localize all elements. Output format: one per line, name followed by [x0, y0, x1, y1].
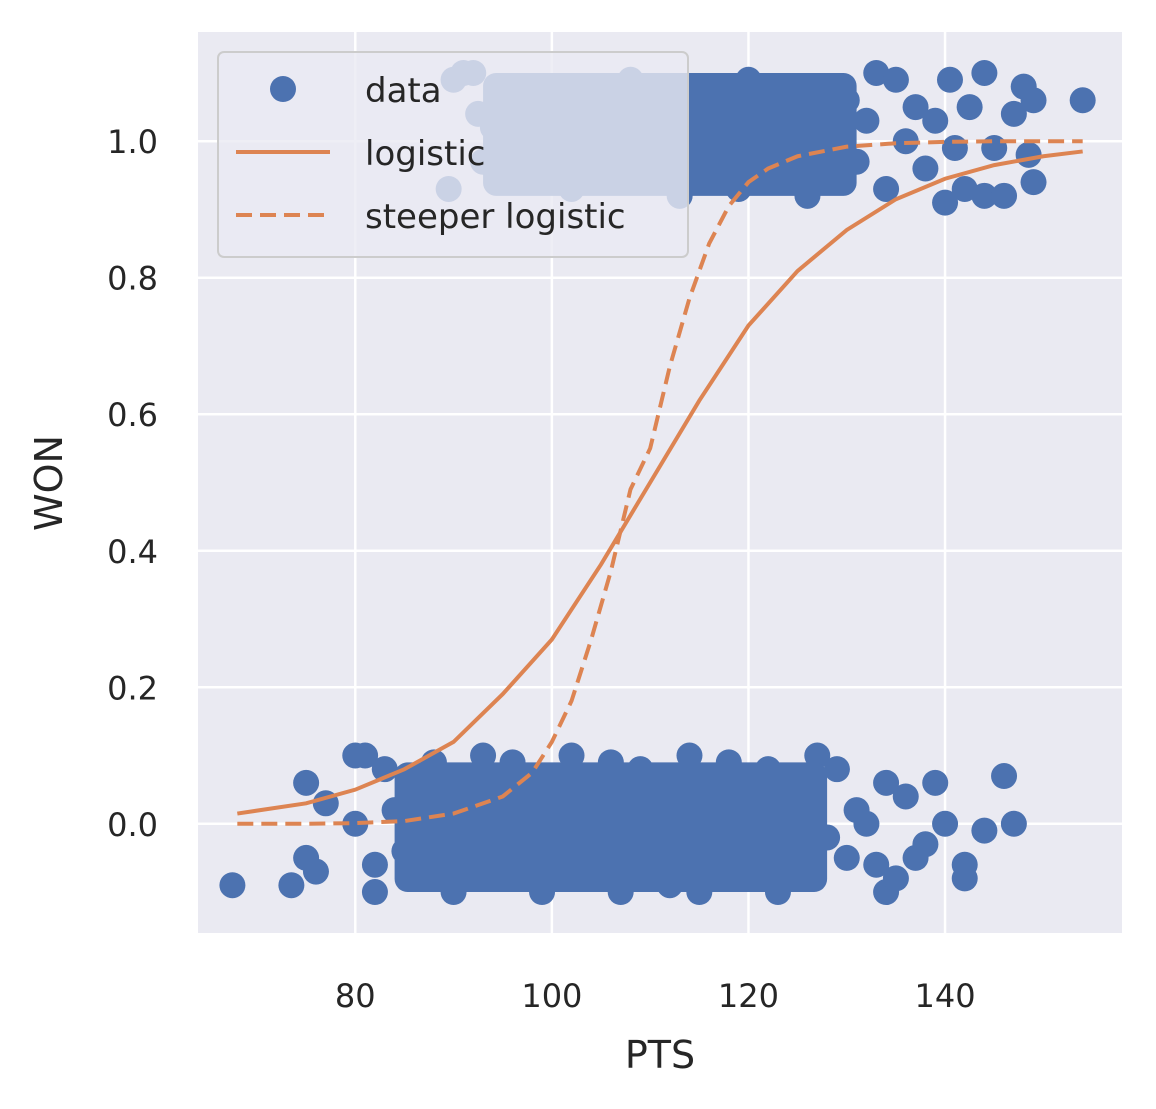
data-point-lost	[293, 769, 320, 796]
data-point-won	[1069, 87, 1096, 114]
legend-label-steeper-logistic: steeper logistic	[365, 197, 626, 237]
x-tick-label: 140	[915, 977, 976, 1015]
data-point-lost	[278, 872, 305, 899]
y-tick-label: 0.8	[107, 260, 158, 298]
data-point-lost	[352, 742, 379, 769]
data-point-won	[882, 66, 909, 93]
data-point-won	[981, 135, 1008, 162]
data-point-won	[922, 107, 949, 134]
data-point-won	[902, 94, 929, 121]
x-tick-label: 100	[521, 977, 582, 1015]
data-point-won	[863, 59, 890, 86]
legend-marker-data	[270, 76, 296, 102]
data-point-lost	[302, 858, 329, 885]
data-point-lost	[833, 844, 860, 871]
data-point-lost	[342, 810, 369, 837]
data-cloud-lost	[394, 762, 828, 893]
data-point-lost	[676, 742, 703, 769]
y-tick-label: 0.0	[107, 806, 158, 844]
x-tick-label: 80	[335, 977, 376, 1015]
data-point-won	[1020, 87, 1047, 114]
legend-label-data: data	[365, 71, 442, 111]
data-point-won	[991, 182, 1018, 209]
data-point-lost	[971, 817, 998, 844]
y-tick-label: 0.2	[107, 669, 158, 707]
data-point-lost	[932, 810, 959, 837]
data-point-lost	[882, 865, 909, 892]
data-point-lost	[853, 810, 880, 837]
data-point-won	[932, 189, 959, 216]
data-point-lost	[892, 783, 919, 810]
y-tick-labels: 0.0 0.2 0.4 0.6 0.8 1.0	[107, 123, 158, 844]
data-point-lost	[922, 769, 949, 796]
y-tick-label: 0.4	[107, 533, 158, 571]
data-point-won	[971, 59, 998, 86]
data-point-lost	[951, 865, 978, 892]
data-point-lost	[558, 742, 585, 769]
steeper-logistic-line	[237, 139, 1083, 826]
data-point-won	[1020, 169, 1047, 196]
data-point-lost	[219, 872, 246, 899]
data-point-won	[941, 135, 968, 162]
data-point-won	[873, 175, 900, 202]
data-point-won	[971, 182, 998, 209]
data-point-won	[956, 94, 983, 121]
legend: data logistic steeper logistic	[217, 51, 689, 258]
x-tick-label: 120	[718, 977, 779, 1015]
data-point-lost	[361, 879, 388, 906]
fit-lines	[237, 139, 1083, 826]
data-point-lost	[863, 851, 890, 878]
data-point-won	[1015, 141, 1042, 168]
data-point-won	[951, 175, 978, 202]
data-point-won	[936, 66, 963, 93]
y-tick-label: 0.6	[107, 396, 158, 434]
data-point-lost	[804, 742, 831, 769]
data-point-lost	[823, 756, 850, 783]
legend-box	[217, 51, 689, 258]
data-point-lost	[470, 742, 497, 769]
data-point-lost	[991, 763, 1018, 790]
data-point-lost	[361, 851, 388, 878]
x-axis-label: PTS	[625, 1033, 695, 1077]
logistic-line	[237, 149, 1083, 816]
data-point-won	[1000, 100, 1027, 127]
data-point-lost	[873, 769, 900, 796]
y-axis-label: WON	[27, 435, 71, 531]
data-point-won	[912, 155, 939, 182]
data-point-lost	[1000, 810, 1027, 837]
data-point-lost	[912, 831, 939, 858]
data-point-won	[853, 107, 880, 134]
y-tick-label: 1.0	[107, 123, 158, 161]
x-tick-labels: 80 100 120 140	[335, 977, 976, 1015]
legend-label-logistic: logistic	[365, 134, 485, 174]
